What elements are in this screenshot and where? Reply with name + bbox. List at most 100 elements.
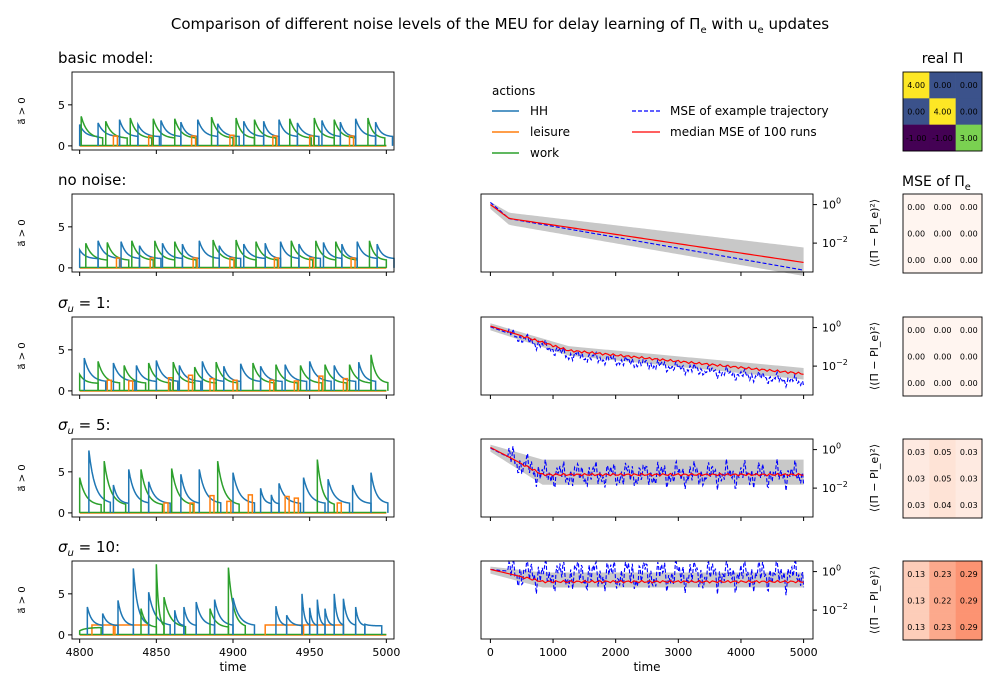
- HH-spike: [173, 610, 185, 635]
- HH-spike: [259, 488, 273, 513]
- matrix-cell-label: 0.23: [934, 570, 952, 579]
- work-spike: [97, 361, 121, 391]
- y-axis-label: ⟨(Π − PI_e)²⟩: [868, 444, 881, 512]
- HH-spike: [223, 366, 242, 391]
- leisure-plateau: [114, 624, 150, 635]
- legend-entry: work: [530, 146, 559, 160]
- HH-spike: [242, 120, 265, 146]
- matrix-cell-label: -1.00: [906, 134, 927, 143]
- matrix-cell-label: 0.29: [960, 597, 978, 606]
- matrix-cell-label: 0.00: [960, 379, 978, 388]
- y-tick-label: 5: [58, 221, 65, 234]
- HH-spike: [118, 119, 139, 146]
- matrix-cell-label: 0.00: [934, 256, 952, 265]
- panel-label-sub: u: [68, 426, 74, 437]
- HH-spike: [78, 124, 99, 146]
- matrix-cell-label: -1.00: [932, 134, 953, 143]
- HH-spike: [333, 593, 345, 635]
- HH-spike: [351, 484, 372, 513]
- matrix-cell: [929, 491, 956, 519]
- matrix-cell-label: 0.05: [934, 475, 952, 484]
- work-spike: [368, 240, 388, 268]
- matrix-cell-label: 4.00: [907, 81, 925, 90]
- work-spike: [288, 118, 312, 146]
- y-tick-exp: −2: [836, 235, 848, 244]
- leisure-spike: [115, 257, 122, 268]
- y-tick-base: 10: [822, 199, 836, 212]
- HH-spike: [259, 365, 283, 391]
- mse-axes-frame: [480, 560, 814, 640]
- matrix-cell-label: 0.00: [960, 203, 978, 212]
- y-tick-base: 10: [822, 360, 836, 373]
- leisure-spike: [308, 257, 315, 268]
- HH-spike: [232, 597, 256, 635]
- work-spike: [316, 459, 335, 513]
- matrix-cell-label: 0.13: [907, 623, 925, 632]
- matrix-cell-label: 0.00: [907, 108, 925, 117]
- mse-spread-band: [490, 444, 804, 485]
- legend-entry: median MSE of 100 runs: [670, 125, 817, 139]
- work-spike: [80, 116, 104, 146]
- matrix-cell: [955, 491, 983, 519]
- mse-matrix-title: MSE of Πe: [902, 174, 971, 193]
- mse-spread-band: [490, 323, 804, 380]
- matrix-cell: [955, 124, 983, 152]
- HH-spike: [285, 614, 303, 635]
- matrix-cell-label: 0.03: [907, 501, 925, 510]
- HH-spike: [308, 361, 332, 391]
- HH-spike: [195, 601, 216, 635]
- matrix-cell: [929, 561, 956, 588]
- matrix-cell-label: 0.00: [960, 81, 978, 90]
- matrix-cell-label: 0.00: [907, 379, 925, 388]
- matrix-cell-label: 0.23: [934, 623, 952, 632]
- matrix-cell: [929, 465, 956, 492]
- HH-spike: [327, 479, 351, 513]
- matrix-cell-label: 0.00: [960, 256, 978, 265]
- activity-panel: σu = 1: 0 5 a⃗ > 0: [17, 294, 395, 399]
- leisure-spike: [342, 377, 349, 391]
- matrix-panels: real Π 4.00 0.00 0.00 0.00 4.00 0.00 -1.00 -1.00…: [902, 51, 983, 641]
- panel-label: σu = 5:: [58, 416, 111, 437]
- leisure-spike: [163, 502, 169, 513]
- HH-spike: [275, 606, 288, 635]
- matrix-cell-label: 0.00: [960, 326, 978, 335]
- HH-spike: [324, 608, 335, 635]
- work-spike: [235, 239, 257, 268]
- matrix-cell-label: 0.00: [960, 230, 978, 239]
- y-tick-label: 0: [58, 140, 65, 153]
- matrix-cell-label: 0.22: [934, 597, 952, 606]
- leisure-spike: [272, 135, 278, 146]
- matrix-cell: [903, 317, 930, 344]
- HH-spike: [321, 120, 342, 146]
- matrix-cell-label: 0.29: [960, 623, 978, 632]
- HH-spike: [101, 613, 119, 635]
- y-tick-exp: −2: [836, 358, 848, 367]
- leisure-plateau: [264, 624, 303, 635]
- leisure-spike: [187, 374, 194, 391]
- y-tick-exp: −2: [836, 480, 848, 489]
- work-spike: [370, 354, 389, 391]
- HH-spike: [298, 243, 322, 268]
- leisure-spike: [229, 257, 235, 268]
- HH-spike: [232, 472, 256, 513]
- work-spike: [209, 608, 230, 635]
- matrix-cell: [903, 465, 930, 492]
- matrix-cell-label: 0.13: [907, 570, 925, 579]
- mse-example-trajectory: [490, 559, 805, 596]
- matrix-cell-label: 0.00: [934, 81, 952, 90]
- y-axis-label: a⃗ > 0: [17, 97, 28, 124]
- HH-spike: [242, 243, 266, 268]
- panel-label-sigma: σ: [58, 538, 68, 556]
- HH-spike: [147, 481, 171, 513]
- leisure-spike: [232, 379, 238, 391]
- matrix-cell-label: 3.00: [960, 134, 978, 143]
- work-spike: [315, 240, 337, 268]
- y-tick-base: 10: [822, 604, 836, 617]
- matrix-cell-label: 0.00: [934, 203, 952, 212]
- HH-spike: [86, 606, 104, 635]
- HH-spike: [376, 243, 395, 268]
- matrix-cell-label: 0.00: [934, 326, 952, 335]
- matrix-cell-label: 0.03: [907, 475, 925, 484]
- panel-label: σu = 1:: [58, 294, 111, 315]
